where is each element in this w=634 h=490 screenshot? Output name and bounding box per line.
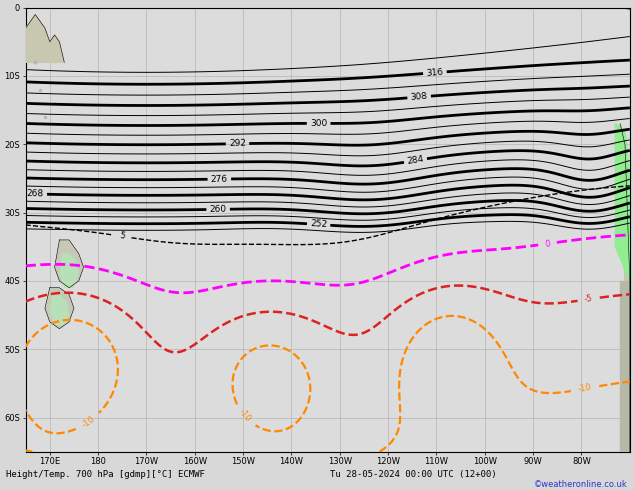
Polygon shape (620, 124, 630, 452)
Text: 316: 316 (426, 68, 444, 78)
Text: 260: 260 (209, 205, 227, 214)
Polygon shape (620, 281, 630, 452)
Text: 292: 292 (229, 139, 246, 148)
Text: 276: 276 (210, 174, 228, 184)
Text: 268: 268 (27, 189, 44, 199)
Text: -10: -10 (80, 415, 96, 430)
Polygon shape (25, 15, 64, 62)
Text: 284: 284 (406, 155, 425, 166)
Text: Tu 28-05-2024 00:00 UTC (12+00): Tu 28-05-2024 00:00 UTC (12+00) (330, 470, 496, 479)
Text: -5: -5 (584, 294, 593, 304)
Text: Height/Temp. 700 hPa [gdmp][°C] ECMWF: Height/Temp. 700 hPa [gdmp][°C] ECMWF (6, 470, 205, 479)
Text: -10: -10 (578, 383, 593, 394)
Text: 252: 252 (310, 220, 327, 229)
Polygon shape (55, 240, 84, 288)
Text: -10: -10 (237, 408, 252, 424)
Polygon shape (60, 254, 79, 288)
Text: 0: 0 (544, 239, 551, 248)
Text: 308: 308 (410, 92, 428, 102)
Polygon shape (616, 124, 630, 281)
Text: 5: 5 (119, 231, 126, 241)
Polygon shape (49, 294, 69, 325)
Polygon shape (45, 288, 74, 329)
Text: ©weatheronline.co.uk: ©weatheronline.co.uk (534, 480, 628, 489)
Text: 300: 300 (310, 119, 327, 128)
